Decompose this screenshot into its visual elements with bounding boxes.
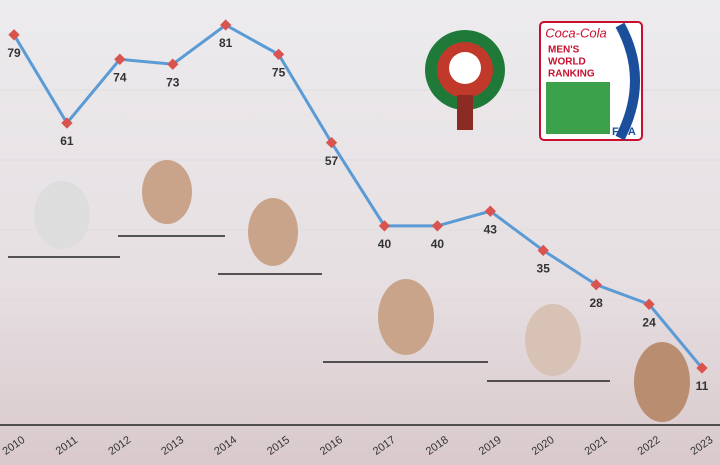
logo-text: RANKING bbox=[548, 69, 595, 80]
logo-text: Coca-Cola bbox=[545, 25, 606, 40]
fifa-ranking-logo: Coca-Cola MEN'S WORLD RANKING FIFA bbox=[539, 21, 643, 141]
data-label: 11 bbox=[696, 379, 709, 393]
marker bbox=[325, 136, 338, 149]
coach-photos bbox=[34, 160, 690, 422]
data-label: 81 bbox=[219, 36, 233, 50]
data-label: 40 bbox=[378, 237, 392, 251]
data-label: 73 bbox=[166, 75, 180, 89]
marker bbox=[590, 279, 602, 291]
marker bbox=[484, 205, 496, 217]
marker bbox=[114, 53, 126, 65]
underlines bbox=[0, 235, 720, 426]
marker bbox=[8, 29, 20, 41]
frmf-logo bbox=[425, 30, 505, 130]
data-label: 74 bbox=[113, 70, 127, 84]
marker bbox=[272, 48, 285, 61]
data-label: 75 bbox=[272, 66, 286, 80]
marker bbox=[61, 117, 73, 129]
marker bbox=[378, 220, 391, 232]
data-label: 28 bbox=[589, 296, 603, 310]
marker bbox=[431, 220, 444, 232]
data-label: 57 bbox=[325, 154, 339, 168]
data-label: 24 bbox=[642, 315, 656, 329]
marker bbox=[537, 244, 549, 257]
data-label: 35 bbox=[537, 262, 551, 276]
logo-text: FIFA bbox=[612, 126, 636, 138]
data-label: 43 bbox=[484, 222, 498, 236]
marker bbox=[643, 298, 655, 310]
logo-text: WORLD bbox=[548, 57, 586, 68]
ranking-line bbox=[12, 23, 704, 369]
data-label: 40 bbox=[431, 237, 445, 251]
marker bbox=[696, 362, 708, 374]
data-label: 61 bbox=[60, 134, 74, 148]
logo-text: MEN'S bbox=[548, 45, 580, 56]
data-label: 79 bbox=[7, 46, 21, 60]
